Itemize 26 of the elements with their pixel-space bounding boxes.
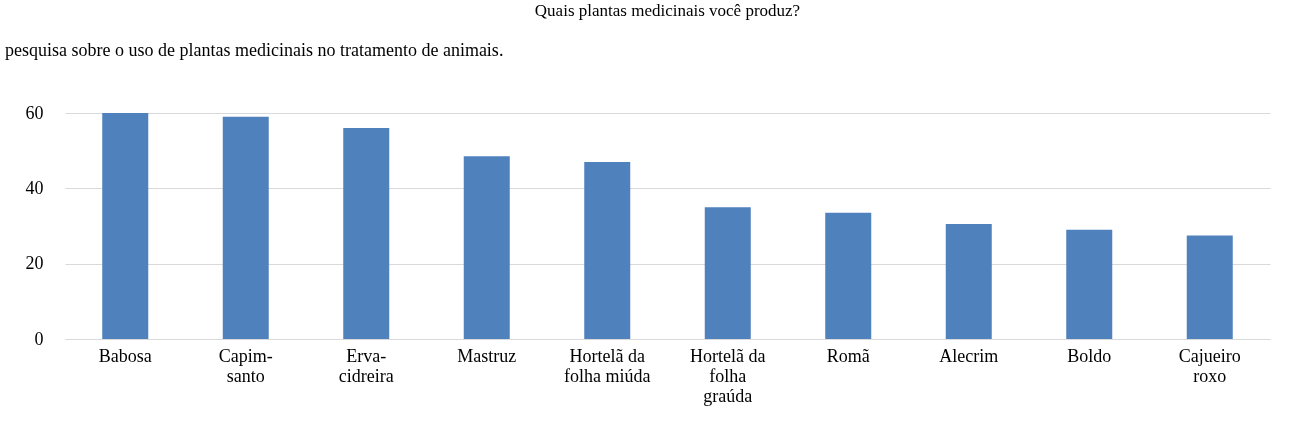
x-tick-label: Capim- santo [218, 345, 273, 386]
y-tick-label: 60 [25, 102, 44, 123]
bar [102, 113, 149, 339]
x-tick-label: Babosa [98, 345, 152, 366]
x-tick-label: Hortelã da folha miúda [564, 345, 651, 386]
x-tick-label: Cajueiro roxo [1178, 345, 1241, 386]
text: pesquisa sobre o uso de plantas medicinais no tratamento de animais. [5, 40, 504, 60]
y-tick-label: 40 [25, 177, 44, 198]
y-tick-label: 20 [25, 253, 44, 274]
x-tick-label: Alecrim [939, 345, 999, 366]
bar [1186, 235, 1233, 339]
bar [704, 207, 751, 339]
y-tick-label: 0 [34, 328, 44, 349]
x-tick-label: Boldo [1067, 345, 1112, 366]
bar [463, 156, 510, 339]
chart-title: Quais plantas medicinais você produz? [534, 1, 801, 20]
x-tick-label: Romã [826, 345, 870, 366]
bar [945, 224, 992, 339]
bar [343, 128, 390, 339]
x-tick-label: Mastruz [457, 345, 517, 366]
bar [222, 116, 269, 339]
bar [1066, 229, 1113, 339]
x-tick-label: Erva- cidreira [338, 345, 394, 386]
bar [825, 212, 872, 339]
x-tick-label: Hortelã da folha graúda [690, 345, 766, 406]
bar [584, 161, 631, 339]
